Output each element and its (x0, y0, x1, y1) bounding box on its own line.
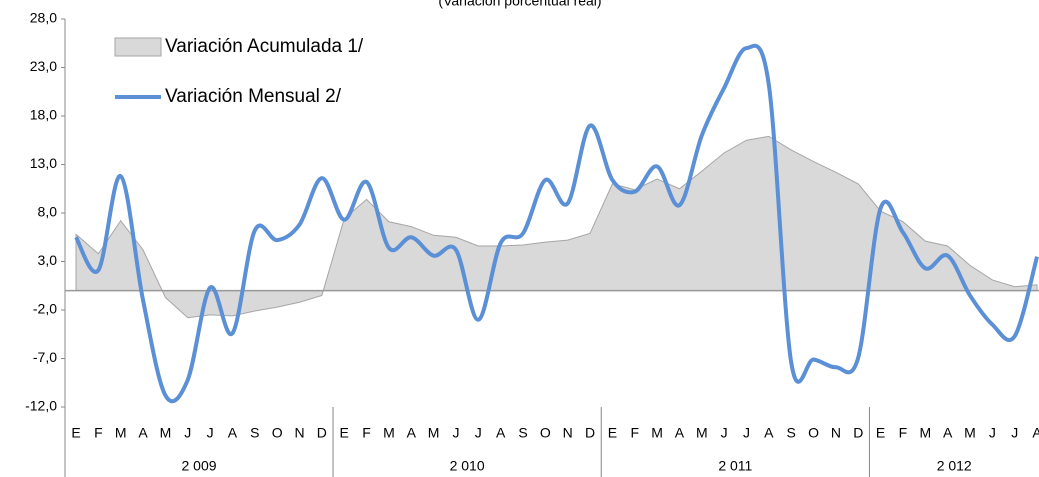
x-tick-label: J (743, 425, 750, 441)
x-tick-label: S (518, 425, 527, 441)
y-tick-label: -2,0 (33, 301, 57, 317)
x-tick-label: E (608, 425, 617, 441)
x-tick-label: A (764, 425, 774, 441)
x-tick-label: S (250, 425, 259, 441)
x-tick-label: J (475, 425, 482, 441)
x-tick-label: D (317, 425, 327, 441)
x-group-label: 2 011 (718, 458, 752, 474)
x-tick-label: J (989, 425, 996, 441)
x-tick-label: J (721, 425, 728, 441)
x-tick-label: E (71, 425, 80, 441)
line (74, 43, 1039, 404)
y-tick-label: -12,0 (25, 398, 57, 414)
x-tick-label: M (919, 425, 931, 441)
x-tick-label: M (651, 425, 663, 441)
chart-subtitle: (Variación porcentual real) (438, 0, 601, 9)
x-tick-label: N (831, 425, 841, 441)
x-tick-label: M (696, 425, 708, 441)
x-tick-label: F (899, 425, 908, 441)
x-tick-label: N (294, 425, 304, 441)
x-tick-label: O (540, 425, 551, 441)
x-tick-label: E (340, 425, 349, 441)
x-tick-label: D (585, 425, 595, 441)
x-tick-label: A (228, 425, 238, 441)
x-tick-label: M (964, 425, 976, 441)
legend-label: Variación Acumulada 1/ (165, 36, 364, 57)
x-tick-label: S (787, 425, 796, 441)
legend-swatch (114, 37, 162, 57)
y-tick-label: 3,0 (38, 252, 58, 268)
x-tick-label: O (272, 425, 283, 441)
x-tick-label: J (207, 425, 214, 441)
x-tick-label: F (630, 425, 639, 441)
legend-label: Variación Mensual 2/ (165, 86, 342, 107)
x-tick-label: A (407, 425, 417, 441)
x-tick-label: J (184, 425, 191, 441)
x-group-label: 2 010 (450, 458, 485, 474)
x-tick-label: A (1032, 425, 1039, 441)
x-group-label: 2 009 (181, 458, 216, 474)
x-tick-label: N (563, 425, 573, 441)
x-tick-label: F (362, 425, 371, 441)
x-tick-label: A (943, 425, 953, 441)
x-tick-label: A (675, 425, 685, 441)
x-tick-label: A (138, 425, 148, 441)
area (75, 135, 1038, 319)
x-tick-label: J (452, 425, 459, 441)
y-tick-label: 23,0 (30, 58, 57, 74)
y-tick-label: 13,0 (30, 155, 57, 171)
y-tick-label: 28,0 (30, 10, 57, 26)
x-tick-label: F (94, 425, 103, 441)
x-tick-label: M (383, 425, 395, 441)
x-tick-label: D (853, 425, 863, 441)
x-tick-label: M (160, 425, 172, 441)
y-tick-label: 8,0 (38, 204, 58, 220)
x-tick-label: M (428, 425, 440, 441)
x-tick-label: M (115, 425, 127, 441)
y-tick-label: 18,0 (30, 107, 57, 123)
x-tick-label: J (1011, 425, 1018, 441)
x-tick-label: A (496, 425, 506, 441)
x-tick-label: O (808, 425, 819, 441)
x-tick-label: E (876, 425, 885, 441)
y-tick-label: -7,0 (33, 349, 57, 365)
x-group-label: 2 012 (937, 458, 972, 474)
